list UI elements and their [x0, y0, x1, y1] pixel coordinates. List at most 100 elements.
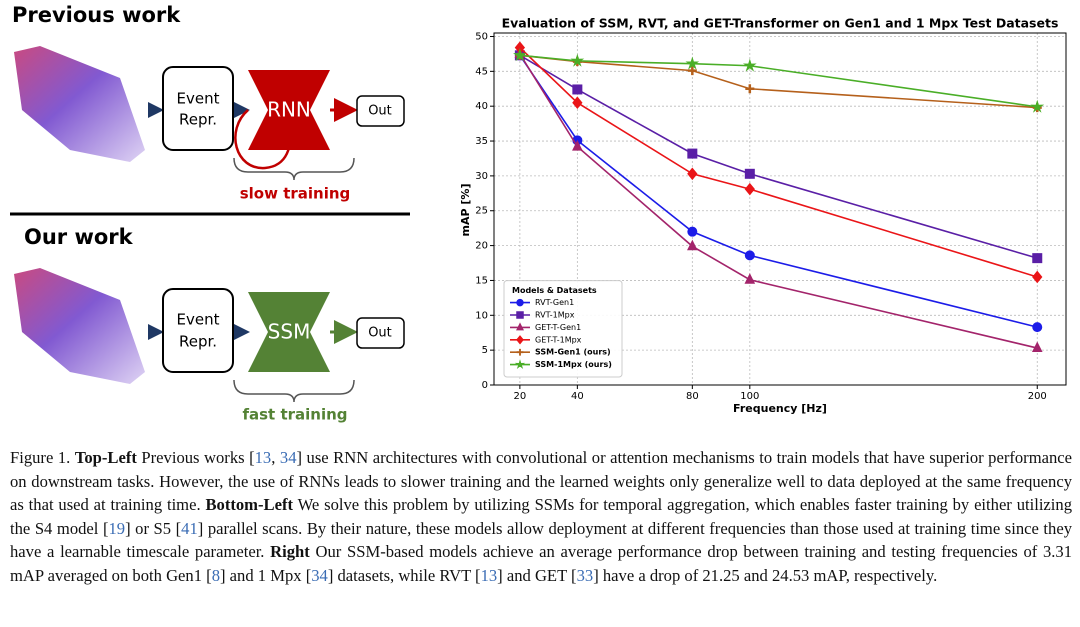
citation[interactable]: 19 — [108, 518, 126, 538]
data-point — [572, 84, 583, 95]
caption-text: , — [271, 448, 280, 467]
caption-text: ] or S5 [ — [125, 518, 182, 538]
legend-marker — [516, 322, 524, 331]
series — [514, 50, 1043, 264]
citation[interactable]: 41 — [181, 518, 198, 538]
series-line — [519, 47, 1038, 278]
x-tick-label: 80 — [686, 391, 699, 402]
out-box — [356, 317, 405, 349]
caption-text: ] datasets, while RVT [ — [327, 565, 481, 585]
data-point — [687, 148, 698, 159]
section-title: Our work — [24, 225, 134, 249]
y-tick-label: 35 — [475, 136, 488, 147]
y-tick-label: 20 — [475, 241, 488, 252]
series — [513, 48, 1045, 113]
y-tick-label: 45 — [475, 66, 488, 77]
data-point — [572, 139, 583, 151]
block-label: SSM — [268, 320, 311, 344]
y-tick-label: 25 — [475, 206, 488, 217]
diagram-bottom: Our work Event Repr. SSM Out fast traini… — [14, 225, 405, 424]
box-label: Event — [177, 311, 220, 329]
brace — [233, 379, 355, 403]
citation[interactable]: 13 — [480, 565, 498, 585]
data-point — [687, 239, 698, 251]
data-point — [744, 250, 755, 261]
diagram-top: Previous work Event Repr. RNN Out slow t… — [12, 3, 405, 203]
data-point — [1032, 322, 1043, 333]
chart: Evaluation of SSM, RVT, and GET-Transfor… — [459, 16, 1067, 415]
data-point — [513, 48, 527, 62]
citation[interactable]: 34 — [279, 448, 297, 467]
plot-frame — [493, 32, 1067, 386]
event-box — [162, 66, 234, 151]
recurrent-arrow — [234, 109, 302, 170]
caption-text: ] and 1 Mpx [ — [219, 565, 312, 585]
data-point — [1032, 253, 1043, 264]
legend-marker — [516, 348, 524, 356]
caption-text: ] parallel scans. By their nature, these… — [10, 518, 1072, 562]
caption-text: We solve this problem by utilizing SSMs … — [10, 495, 1072, 538]
series-line — [519, 54, 1038, 109]
data-point — [1031, 341, 1043, 353]
event-cloud — [14, 46, 145, 162]
data-point — [744, 273, 756, 284]
y-tick-label: 5 — [482, 345, 488, 356]
legend-marker — [514, 359, 526, 369]
y-tick-label: 0 — [482, 380, 488, 391]
data-point — [1032, 270, 1043, 284]
legend-box — [503, 280, 623, 378]
legend-label: SSM-Gen1 (ours) — [535, 348, 611, 357]
section-title: Previous work — [12, 3, 181, 27]
legend-label: RVT-1Mpx — [535, 311, 575, 320]
note: fast training — [242, 406, 347, 424]
legend-label: SSM-1Mpx (ours) — [535, 360, 612, 369]
legend-label: GET-T-Gen1 — [535, 323, 581, 332]
series — [514, 41, 1043, 284]
data-point — [742, 58, 757, 72]
y-tick-label: 30 — [475, 171, 488, 182]
data-point — [570, 53, 585, 67]
caption-text: Our SSM-based models achieve an average … — [10, 542, 1072, 585]
y-axis-label: mAP [%] — [459, 184, 472, 237]
box-label: Repr. — [179, 111, 217, 129]
legend-title: Models & Datasets — [512, 286, 597, 295]
x-tick-label: 100 — [740, 391, 759, 402]
caption-heading: Bottom-Left — [205, 495, 294, 515]
event-cloud — [14, 268, 145, 384]
caption-heading: Top-Left — [74, 448, 137, 467]
figure: Previous work Event Repr. RNN Out slow t… — [10, 3, 1067, 424]
data-point — [744, 168, 755, 179]
caption-text: ] have a drop of 21.25 and 24.53 mAP, re… — [593, 565, 938, 585]
caption-text: ] and GET [ — [497, 565, 577, 585]
series — [514, 47, 1043, 353]
caption: Figure 1. Top-Left Previous works [13, 3… — [10, 446, 1072, 588]
legend-marker — [516, 335, 524, 345]
data-point — [687, 226, 698, 237]
citation[interactable]: 33 — [576, 565, 594, 585]
x-axis-label: Frequency [Hz] — [733, 402, 827, 415]
data-point — [572, 96, 583, 109]
caption-text: ] use RNN architectures with convolution… — [10, 448, 1072, 515]
y-tick-label: 10 — [475, 310, 488, 321]
data-point — [744, 182, 755, 196]
box-label: Event — [177, 90, 220, 108]
chart-title: Evaluation of SSM, RVT, and GET-Transfor… — [502, 16, 1059, 31]
data-point — [687, 66, 697, 76]
data-point — [687, 167, 698, 181]
data-point — [685, 56, 700, 70]
y-tick-label: 40 — [475, 101, 488, 112]
ssm-block — [248, 292, 330, 372]
legend: Models & Datasets RVT-Gen1 RVT-1Mpx GET-T-G… — [503, 280, 623, 378]
out-label: Out — [368, 104, 392, 119]
note: slow training — [240, 185, 351, 203]
citation[interactable]: 8 — [211, 565, 220, 585]
citation[interactable]: 13 — [254, 448, 272, 467]
caption-heading: Right — [270, 542, 310, 562]
brace — [233, 157, 355, 181]
out-label: Out — [368, 326, 392, 341]
box-label: Repr. — [179, 333, 217, 351]
legend-label: RVT-Gen1 — [535, 298, 574, 307]
citation[interactable]: 34 — [311, 565, 328, 585]
caption-text: Figure 1. — [10, 448, 75, 467]
legend-marker — [516, 298, 524, 307]
